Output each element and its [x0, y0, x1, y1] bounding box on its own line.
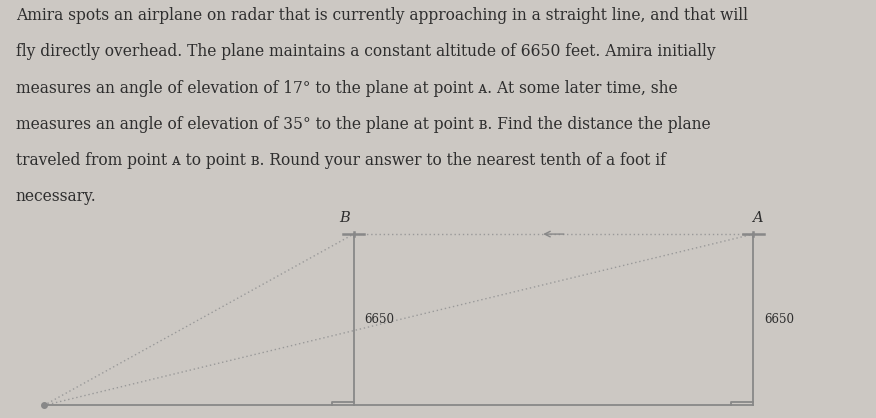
Text: fly directly overhead. The plane maintains a constant altitude of 6650 feet. Ami: fly directly overhead. The plane maintai… [16, 43, 716, 60]
Text: A: A [752, 211, 763, 224]
Text: measures an angle of elevation of 17° to the plane at point ᴀ. At some later tim: measures an angle of elevation of 17° to… [16, 79, 677, 97]
Text: 6650: 6650 [764, 313, 794, 326]
Text: 6650: 6650 [364, 313, 394, 326]
Text: Amira spots an airplane on radar that is currently approaching in a straight lin: Amira spots an airplane on radar that is… [16, 7, 748, 24]
Text: necessary.: necessary. [16, 189, 96, 205]
Text: traveled from point ᴀ to point ʙ. Round your answer to the nearest tenth of a fo: traveled from point ᴀ to point ʙ. Round … [16, 152, 666, 169]
Text: B: B [340, 211, 350, 224]
Text: measures an angle of elevation of 35° to the plane at point ʙ. Find the distance: measures an angle of elevation of 35° to… [16, 116, 710, 133]
